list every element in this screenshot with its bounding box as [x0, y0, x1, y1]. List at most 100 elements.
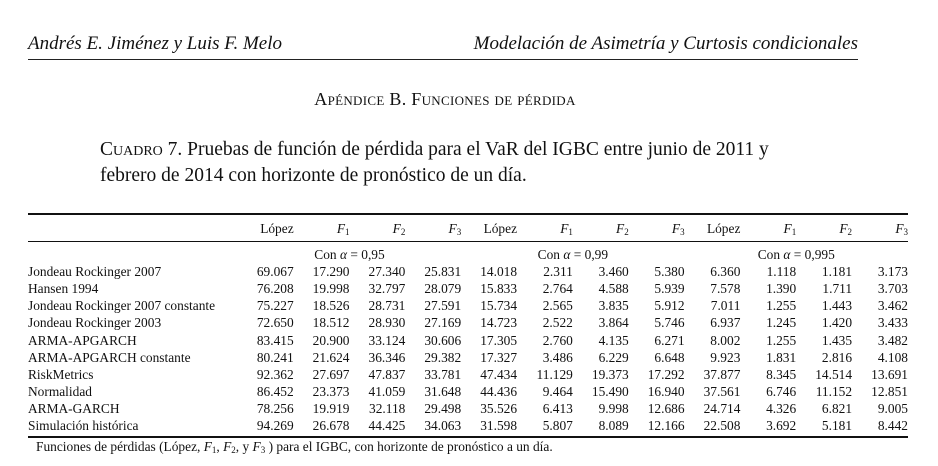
- table-cell: 28.731: [368, 298, 406, 314]
- table-cell: 33.124: [368, 332, 406, 348]
- table-cell: 16.940: [647, 383, 685, 399]
- table-cell: 32.118: [369, 400, 406, 416]
- table-cell: 1.831: [766, 349, 797, 365]
- table-cell: 28.079: [424, 281, 462, 297]
- table-cell: 75.227: [256, 298, 294, 314]
- row-label: ARMA-APGARCH constante: [28, 349, 191, 365]
- table-cell: 24.714: [703, 400, 741, 416]
- column-header: F1: [293, 213, 350, 243]
- table-cell: 3.692: [740, 417, 797, 439]
- table-cell: 37.561: [703, 383, 741, 399]
- table-cell: 3.482: [877, 332, 908, 348]
- row-label: Normalidad: [28, 383, 92, 399]
- table-cell: 8.442: [852, 417, 908, 439]
- table-cell: 2.522: [542, 315, 573, 331]
- table-cell: 2.760: [542, 332, 573, 348]
- table-cell: 41.059: [368, 383, 406, 399]
- table-cell: 8.345: [766, 366, 797, 382]
- alpha-group-label: Con α = 0,995: [757, 247, 835, 263]
- table-cell: 12.851: [871, 383, 908, 399]
- table-row: RiskMetrics 92.362 27.697 47.837 33.781 47.43…: [28, 366, 908, 383]
- table-cell: 18.526: [312, 298, 350, 314]
- table-cell: 3.462: [877, 298, 908, 314]
- table-cell: 11.129: [536, 366, 573, 382]
- table-cell: 69.067: [256, 264, 294, 280]
- row-label: RiskMetrics: [28, 366, 94, 382]
- table-cell: 1.711: [822, 281, 853, 297]
- table-cell: 18.512: [312, 315, 350, 331]
- table-cell: 33.781: [424, 366, 462, 382]
- table-cell: 6.229: [598, 349, 629, 365]
- table-cell: 12.686: [647, 400, 685, 416]
- appendix-title: Apéndice B. Funciones de pérdida: [314, 89, 576, 109]
- table-cell: 17.290: [312, 264, 350, 280]
- table-cell: 7.578: [710, 281, 741, 297]
- table-row: Jondeau Rockinger 2007 69.067 17.290 27.340…: [28, 263, 908, 280]
- table-cell: 78.256: [256, 400, 294, 416]
- table-row: ARMA-APGARCH 83.415 20.900 33.124 30.606 17.3…: [28, 332, 908, 349]
- table-cell: 1.435: [821, 332, 853, 348]
- table-row: Hansen 1994 76.208 19.998 32.797 28.079 15.83…: [28, 280, 908, 297]
- caption-label: Cuadro 7.: [100, 139, 183, 160]
- table-cell: 37.877: [703, 366, 741, 382]
- table-cell: 3.864: [598, 315, 629, 331]
- row-label: Jondeau Rockinger 2003: [28, 315, 162, 331]
- table-cell: 1.443: [821, 298, 853, 314]
- table-cell: 31.598: [461, 417, 518, 439]
- table-cell: 30.606: [424, 332, 462, 348]
- table-cell: 6.821: [821, 400, 853, 416]
- table-cell: 1.420: [821, 315, 853, 331]
- table-cell: 1.255: [766, 332, 797, 348]
- alpha-group-label: Con α = 0,95: [314, 247, 385, 263]
- table-row: Normalidad 86.452 23.373 41.059 31.648 44.436…: [28, 383, 908, 400]
- column-header: F2: [349, 213, 406, 243]
- table-cell: 1.245: [766, 315, 797, 331]
- table-row: Simulación histórica 94.269 26.678 44.425 34…: [28, 417, 908, 439]
- table-cell: 20.900: [312, 332, 350, 348]
- table-cell: 3.703: [877, 281, 908, 297]
- row-label: ARMA-GARCH: [28, 400, 120, 416]
- table-cell: 31.648: [424, 383, 462, 399]
- table-row: ARMA-APGARCH constante 80.241 21.624 36.346…: [28, 349, 908, 366]
- table-cell: 21.624: [312, 349, 350, 365]
- table-cell: 15.734: [480, 298, 518, 314]
- column-header: López: [684, 213, 741, 243]
- table-cell: 27.697: [312, 366, 350, 382]
- table-cell: 1.118: [766, 264, 797, 280]
- row-label: ARMA-APGARCH: [28, 332, 137, 348]
- table-cell: 28.930: [368, 315, 406, 331]
- table-cell: 27.591: [424, 298, 462, 314]
- table-cell: 27.340: [368, 264, 406, 280]
- table-cell: 19.919: [312, 400, 350, 416]
- column-header: López: [461, 213, 518, 243]
- column-header: F1: [517, 213, 573, 243]
- table-cell: 72.650: [256, 315, 294, 331]
- table-cell: 6.746: [766, 383, 797, 399]
- table-cell: 11.152: [815, 383, 853, 399]
- table-cell: 17.292: [647, 366, 685, 382]
- table-header-row: López F1 F2 F3 López F1 F2 F3 López F1 F2 F3: [28, 213, 908, 243]
- table-cell: 1.181: [821, 264, 853, 280]
- table-footnote: Funciones de pérdidas (López, F1, F2, y …: [36, 439, 553, 455]
- table-cell: 4.108: [877, 349, 908, 365]
- table-cell: 2.764: [542, 281, 573, 297]
- table-cell: 44.436: [480, 383, 518, 399]
- table-cell: 12.166: [628, 417, 685, 439]
- table-cell: 9.998: [598, 400, 629, 416]
- table-cell: 3.173: [877, 264, 908, 280]
- table-cell: 6.413: [542, 400, 573, 416]
- table-cell: 76.208: [256, 281, 294, 297]
- table-cell: 47.837: [368, 366, 406, 382]
- table-cell: 4.588: [598, 281, 629, 297]
- table-cell: 13.691: [871, 366, 908, 382]
- table-cell: 47.434: [480, 366, 518, 382]
- table-cell: 34.063: [405, 417, 462, 439]
- table-cell: 80.241: [256, 349, 294, 365]
- table-cell: 29.382: [424, 349, 462, 365]
- table-cell: 4.135: [598, 332, 629, 348]
- table-cell: 19.373: [591, 366, 629, 382]
- table-cell: 5.181: [796, 417, 853, 439]
- table-cell: 8.002: [710, 332, 741, 348]
- table-cell: 44.425: [349, 417, 406, 439]
- column-header: F2: [796, 213, 853, 243]
